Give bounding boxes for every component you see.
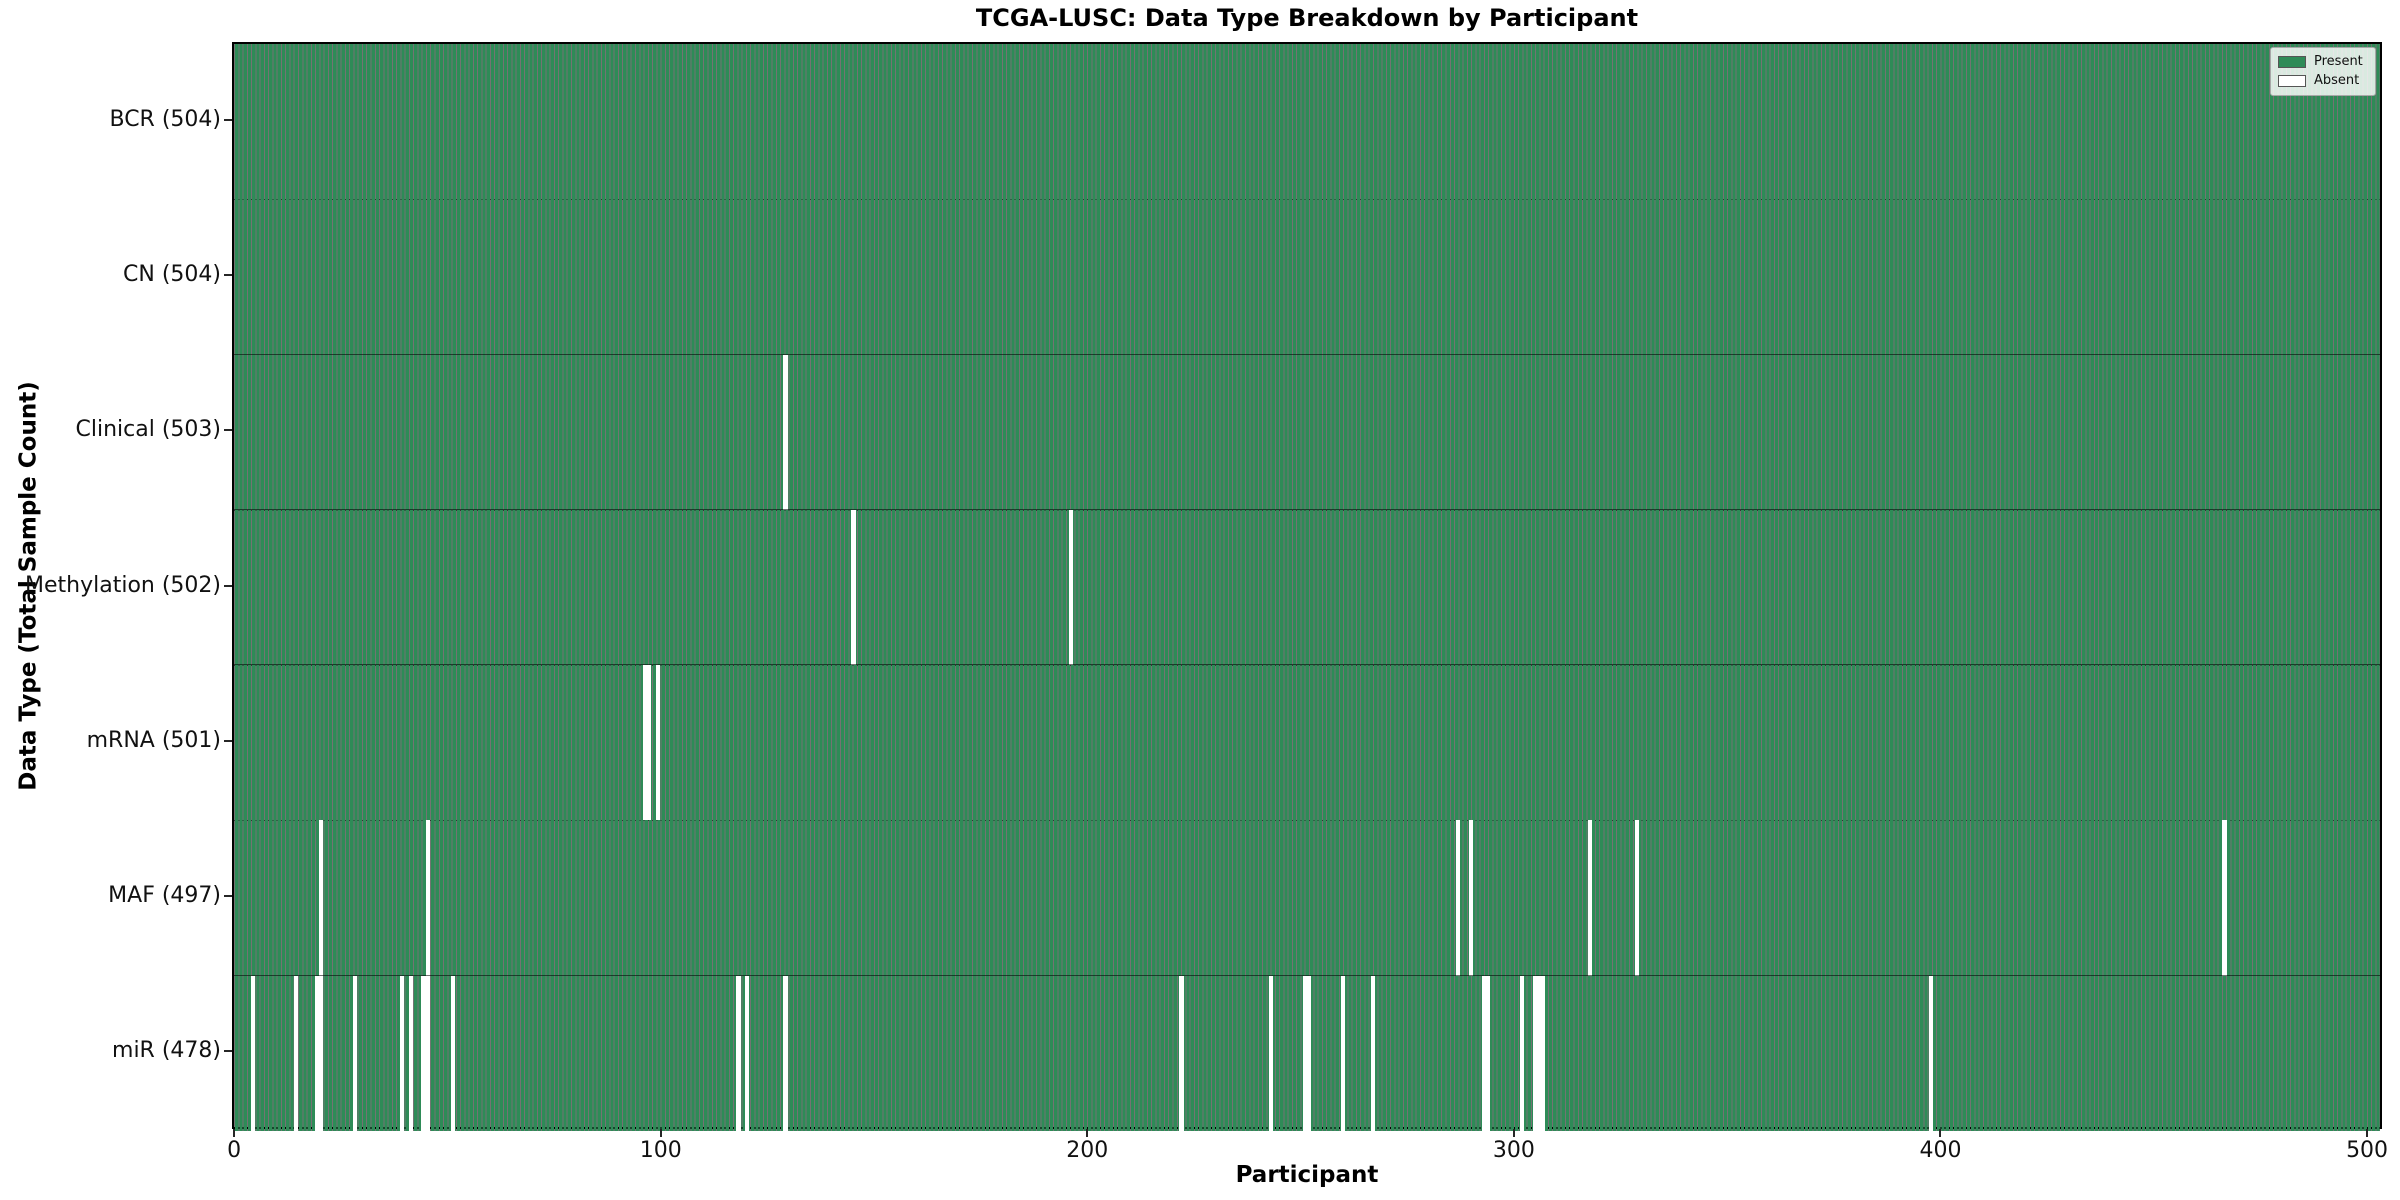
absent-gap — [451, 975, 456, 1131]
data-row-cn — [234, 199, 2380, 355]
y-tick-label: miR (478) — [112, 1038, 221, 1064]
data-row-clinical — [234, 354, 2380, 510]
absent-gap — [1588, 820, 1593, 976]
x-tick-mark — [2366, 1129, 2369, 1137]
x-tick-label: 200 — [1066, 1138, 1109, 1163]
absent-gap — [655, 665, 660, 821]
absent-gap — [1485, 975, 1491, 1131]
absent-gap — [1481, 975, 1486, 1131]
absent-gap — [319, 975, 324, 1131]
absent-gap — [1341, 975, 1346, 1131]
data-row-bcr — [234, 44, 2380, 200]
absent-gap — [314, 975, 320, 1131]
x-tick-mark — [233, 1129, 236, 1137]
absent-gap — [736, 975, 741, 1131]
absent-gap — [1519, 975, 1525, 1131]
legend-swatch-absent-icon — [2278, 74, 2306, 87]
x-tick-mark — [659, 1129, 662, 1137]
data-row-mir — [234, 975, 2380, 1131]
legend-label-absent: Absent — [2314, 73, 2360, 88]
absent-gap — [1928, 975, 1933, 1131]
y-tick-label: Clinical (503) — [75, 417, 221, 443]
absent-gap — [1456, 820, 1461, 976]
absent-gap — [1302, 975, 1307, 1131]
x-tick-mark — [1086, 1129, 1089, 1137]
absent-gap — [1532, 975, 1537, 1131]
x-axis-label: Participant — [1235, 1162, 1379, 1188]
absent-gap — [1634, 820, 1640, 976]
absent-gap — [1541, 975, 1546, 1131]
y-tick-mark — [224, 739, 232, 742]
legend-entry-present: Present — [2278, 52, 2368, 71]
x-tick-label: 500 — [2346, 1138, 2389, 1163]
absent-gap — [1468, 820, 1474, 976]
absent-gap — [1536, 975, 1542, 1131]
legend-swatch-present-icon — [2278, 55, 2306, 68]
legend-label-present: Present — [2314, 54, 2363, 69]
absent-gap — [319, 820, 324, 976]
absent-gap — [1268, 975, 1273, 1131]
data-row-maf — [234, 820, 2380, 976]
x-tick-label: 400 — [1919, 1138, 1962, 1163]
y-tick-mark — [224, 273, 232, 276]
legend: Present Absent — [2270, 47, 2376, 96]
x-tick-mark — [1512, 1129, 1515, 1137]
plot-area — [232, 42, 2382, 1131]
absent-gap — [783, 975, 788, 1131]
absent-gap — [642, 665, 647, 821]
data-row-methylation — [234, 509, 2380, 666]
y-tick-label: Methylation (502) — [25, 572, 221, 598]
y-tick-mark — [224, 895, 232, 898]
y-tick-label: BCR (504) — [109, 106, 221, 132]
x-tick-mark — [1939, 1129, 1942, 1137]
y-tick-label: MAF (497) — [108, 883, 221, 909]
absent-gap — [293, 975, 298, 1131]
absent-gap — [1068, 509, 1073, 666]
absent-gap — [1370, 975, 1376, 1131]
absent-gap — [421, 975, 426, 1131]
absent-gap — [425, 820, 430, 976]
absent-gap — [353, 975, 358, 1131]
chart-title: TCGA-LUSC: Data Type Breakdown by Partic… — [975, 4, 1639, 32]
data-row-mrna — [234, 665, 2380, 821]
absent-gap — [2222, 820, 2227, 976]
absent-gap — [1179, 975, 1184, 1131]
x-tick-label: 100 — [639, 1138, 682, 1163]
absent-gap — [783, 354, 788, 510]
absent-gap — [400, 975, 405, 1131]
y-tick-mark — [224, 118, 232, 121]
absent-gap — [1307, 975, 1312, 1131]
y-tick-label: CN (504) — [123, 261, 221, 287]
y-tick-mark — [224, 429, 232, 432]
absent-gap — [251, 975, 256, 1131]
absent-gap — [647, 665, 652, 821]
absent-gap — [425, 975, 430, 1131]
x-tick-label: 0 — [227, 1138, 242, 1163]
absent-gap — [408, 975, 413, 1131]
x-tick-label: 300 — [1492, 1138, 1535, 1163]
y-tick-mark — [224, 1050, 232, 1053]
absent-gap — [744, 975, 750, 1131]
y-tick-mark — [224, 584, 232, 587]
legend-entry-absent: Absent — [2278, 71, 2368, 90]
y-tick-label: mRNA (501) — [86, 727, 221, 753]
absent-gap — [851, 509, 856, 666]
